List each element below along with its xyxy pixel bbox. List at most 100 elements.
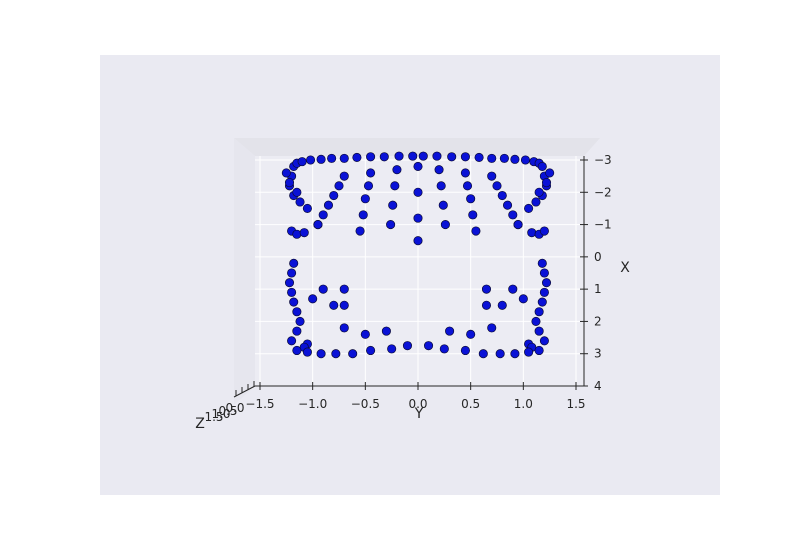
data-point-83 <box>287 268 297 278</box>
data-point-94 <box>539 268 549 278</box>
z-axis-ticks: 1.51.00.50.0 <box>204 381 256 424</box>
data-point-76 <box>438 200 448 210</box>
depth-tick-label-3: 0.0 <box>225 401 244 415</box>
data-point-123 <box>518 294 528 304</box>
data-point-93 <box>537 258 547 268</box>
data-point-100 <box>534 326 544 336</box>
data-point-20 <box>520 155 530 165</box>
data-point-78 <box>413 161 423 172</box>
vertical-tick-label-2: −1 <box>594 218 612 232</box>
data-point-131 <box>360 329 370 339</box>
data-point-130 <box>339 323 349 333</box>
data-point-88 <box>295 316 305 326</box>
data-point-70 <box>392 165 402 175</box>
horizontal-tick-label-5: 1.0 <box>514 397 533 411</box>
data-point-52 <box>318 210 328 220</box>
data-point-66 <box>462 181 473 191</box>
data-point-28 <box>531 197 541 207</box>
data-point-134 <box>466 329 476 339</box>
data-point-110 <box>387 344 397 354</box>
data-point-109 <box>366 345 376 356</box>
data-point-115 <box>478 349 488 359</box>
horizontal-tick-label-3: 0.0 <box>408 397 427 411</box>
depth-tick-label-1: 1.0 <box>211 407 230 421</box>
data-point-7 <box>352 152 362 162</box>
data-point-19 <box>510 154 520 164</box>
vertical-tick-label-0: −3 <box>594 153 612 167</box>
data-point-44 <box>541 178 552 188</box>
vertical-tick-label-7: 4 <box>594 379 602 393</box>
horizontal-axis-label: Y <box>414 406 424 422</box>
vertical-tick-label-4: 1 <box>594 282 602 296</box>
data-point-104 <box>292 345 302 356</box>
data-point-64 <box>355 226 365 236</box>
data-point-71 <box>390 181 400 191</box>
data-point-75 <box>436 181 446 191</box>
data-point-37 <box>539 226 549 236</box>
data-point-43 <box>545 168 555 178</box>
data-point-105 <box>302 347 312 357</box>
data-point-133 <box>445 326 455 336</box>
data-point-17 <box>487 153 497 163</box>
data-point-15 <box>460 152 470 162</box>
data-point-62 <box>360 194 370 204</box>
data-point-65 <box>460 168 470 178</box>
data-point-6 <box>339 153 349 163</box>
data-point-5 <box>327 153 337 163</box>
depth-axis-label: Z <box>195 416 205 432</box>
data-point-96 <box>539 287 549 297</box>
data-point-2 <box>297 157 307 167</box>
data-point-35 <box>527 228 537 238</box>
data-point-61 <box>363 181 374 191</box>
data-point-97 <box>537 297 547 307</box>
data-point-107 <box>331 349 341 359</box>
data-point-116 <box>495 349 505 359</box>
data-point-9 <box>379 152 389 162</box>
data-point-53 <box>313 220 323 230</box>
horizontal-tick-label-0: −1.5 <box>245 397 274 411</box>
data-point-129 <box>481 300 492 310</box>
data-point-99 <box>531 316 541 326</box>
vertical-axis-label: X <box>620 260 630 276</box>
data-point-81 <box>413 236 423 246</box>
data-point-45 <box>534 187 544 197</box>
data-point-50 <box>329 190 339 201</box>
data-point-3 <box>306 155 316 165</box>
data-point-23 <box>537 161 547 172</box>
data-point-90 <box>287 336 297 346</box>
data-point-111 <box>402 341 413 351</box>
data-point-39 <box>284 178 295 188</box>
data-point-120 <box>308 294 318 304</box>
data-point-87 <box>292 307 302 317</box>
depth-tick-label-2: 0.5 <box>218 404 237 418</box>
data-point-10 <box>394 151 404 161</box>
vertical-tick-label-6: 3 <box>594 347 602 361</box>
data-point-67 <box>466 194 476 204</box>
data-point-11 <box>408 151 418 161</box>
data-point-68 <box>468 210 478 220</box>
data-point-60 <box>366 168 376 178</box>
horizontal-tick-label-6: 1.5 <box>566 397 585 411</box>
data-point-126 <box>339 284 349 294</box>
data-point-4 <box>316 154 326 164</box>
data-point-55 <box>492 181 502 191</box>
vertical-tick-label-1: −2 <box>594 185 612 199</box>
data-point-108 <box>348 349 358 359</box>
data-point-72 <box>388 200 398 210</box>
data-point-63 <box>358 210 368 220</box>
data-point-128 <box>481 284 492 294</box>
data-point-46 <box>524 203 534 213</box>
data-point-124 <box>508 284 518 294</box>
data-point-106 <box>316 349 326 359</box>
data-point-48 <box>339 171 349 181</box>
data-point-89 <box>292 326 302 336</box>
data-point-80 <box>413 213 423 223</box>
back-pane <box>234 138 600 156</box>
data-point-8 <box>366 152 376 162</box>
data-point-49 <box>334 181 344 191</box>
data-point-69 <box>471 226 481 236</box>
data-point-119 <box>534 345 544 356</box>
data-point-121 <box>318 284 328 294</box>
data-point-118 <box>524 347 534 357</box>
